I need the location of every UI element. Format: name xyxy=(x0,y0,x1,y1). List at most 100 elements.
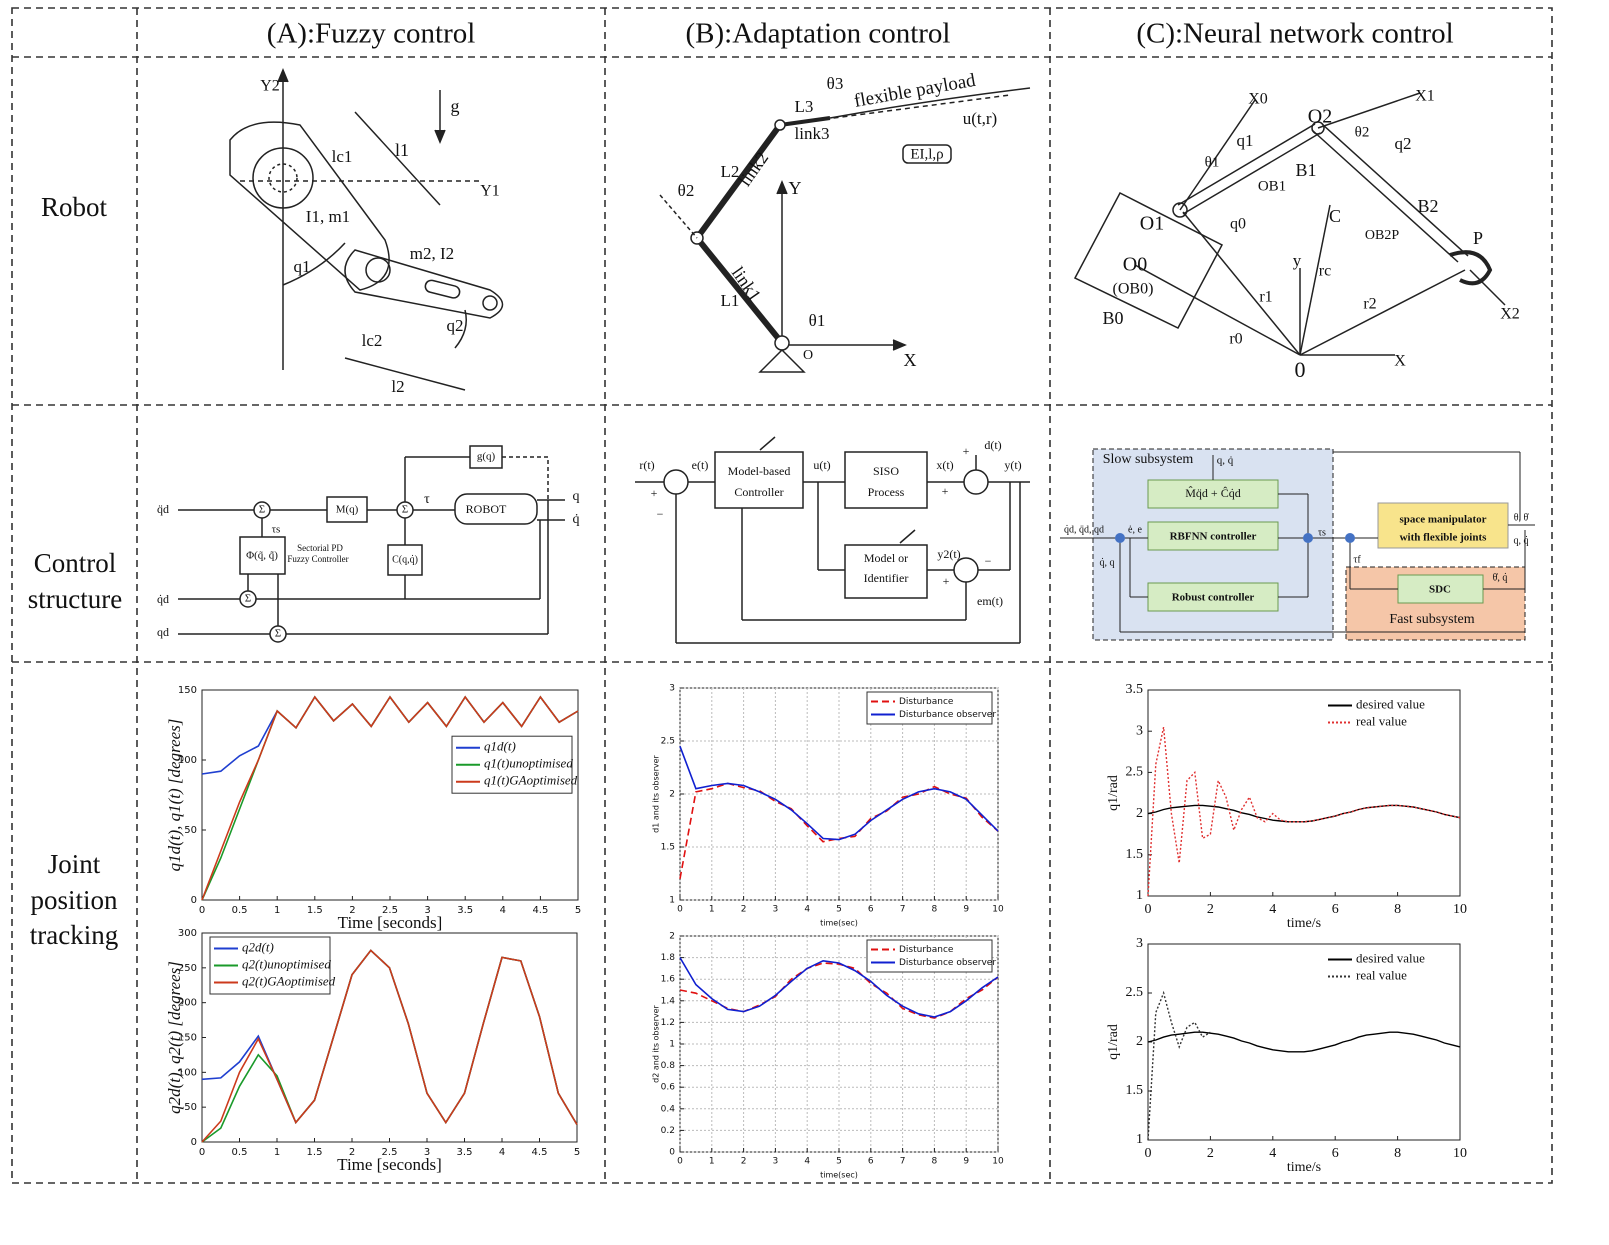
diagram-label: I1, m1 xyxy=(306,207,350,226)
y-tick-label: 3.5 xyxy=(1126,682,1144,697)
diagram-label: B1 xyxy=(1295,160,1316,180)
legend-entry: q1d(t) xyxy=(484,739,516,754)
diagram-label: θ3 xyxy=(827,74,844,93)
diagram-label: q1 xyxy=(294,257,311,276)
y-axis-label: d1 and its observer xyxy=(652,754,661,832)
x-tick-label: 1 xyxy=(709,1157,715,1167)
row-label: Control xyxy=(34,548,117,578)
column-header: (B):Adaptation control xyxy=(686,18,951,50)
diagram-label: x(t) xyxy=(936,458,953,472)
row-label: tracking xyxy=(30,920,118,950)
y-tick-label: 250 xyxy=(178,963,197,974)
x-tick-label: 5 xyxy=(575,905,581,916)
diagram-label: Controller xyxy=(734,485,783,499)
diagram-label: m2, I2 xyxy=(410,244,454,263)
legend-entry: desired value xyxy=(1356,696,1425,711)
diagram-label: M(q) xyxy=(336,504,359,516)
x-tick-label: 4 xyxy=(500,905,506,916)
diagram-label: link3 xyxy=(795,124,830,143)
x-tick-label: 9 xyxy=(963,905,969,915)
series-line xyxy=(201,949,578,1143)
diagram-label: q̇d xyxy=(157,592,169,606)
diagram-label: g xyxy=(451,96,460,116)
y-tick-label: 2.5 xyxy=(1126,985,1144,1000)
x-tick-label: 0.5 xyxy=(232,1147,248,1158)
table-grid xyxy=(11,7,1553,1184)
legend-entry: Disturbance xyxy=(899,945,954,955)
y-tick-label: 150 xyxy=(178,1033,197,1044)
diagram-label: 0 xyxy=(1295,357,1306,382)
x-tick-label: 4 xyxy=(1269,902,1276,917)
series-line xyxy=(679,957,999,1018)
x-tick-label: 7 xyxy=(900,905,906,915)
x-tick-label: 9 xyxy=(963,1157,969,1167)
diagram-label: Σ xyxy=(245,593,251,605)
diagram-label: y xyxy=(1293,251,1302,270)
diagram-label: + xyxy=(943,574,950,588)
x-tick-label: 1 xyxy=(274,905,280,916)
control-b-drawing xyxy=(635,436,1030,644)
y-tick-label: 2 xyxy=(1136,1034,1143,1049)
diagram-label: θ̇, q̇ xyxy=(1493,572,1508,583)
diagram-label: OB1 xyxy=(1258,178,1286,194)
series-line xyxy=(679,746,999,841)
x-tick-label: 4 xyxy=(499,1147,505,1158)
diagram-label: q1 xyxy=(1237,131,1254,150)
diagram-label: Σ xyxy=(402,504,408,516)
legend-entry: q1(t)unoptimised xyxy=(484,756,573,771)
y-axis-label: d2 and its observer xyxy=(652,1004,661,1082)
y-tick-label: 1 xyxy=(669,1040,675,1050)
diagram-label: l2 xyxy=(391,377,404,396)
legend-entry: q1(t)GAoptimised xyxy=(484,773,578,788)
y-axis-label: q1/rad xyxy=(1106,775,1121,811)
x-tick-label: 8 xyxy=(932,1157,938,1167)
y-tick-label: 1 xyxy=(669,896,675,906)
y-tick-label: 1 xyxy=(1136,888,1143,903)
diagram-label: y(t) xyxy=(1004,458,1021,472)
diagram-label: e(t) xyxy=(692,458,709,472)
chart: 0 2 4 6 8 10 1 1.5 2 2.5 3 time/s q1/rad desired valu… xyxy=(1106,936,1467,1175)
diagram-label: l1 xyxy=(395,140,409,160)
diagram-label: Φ(q̃, q̃̇) xyxy=(246,550,278,562)
plot-frame xyxy=(201,689,579,901)
series-line xyxy=(1147,990,1211,1141)
legend-entry: Disturbance xyxy=(899,697,954,707)
diagram-label: Sectorial PD xyxy=(297,543,343,553)
diagram-label: EI,l,ρ xyxy=(910,146,943,162)
robot-a-drawing xyxy=(229,68,504,391)
x-tick-label: 2.5 xyxy=(382,1147,398,1158)
y-axis-label: q2d(t), q2(t) [degrees] xyxy=(165,961,184,1114)
x-tick-label: 2 xyxy=(741,905,747,915)
x-tick-label: 7 xyxy=(900,1157,906,1167)
diagram-label: q̈d xyxy=(157,502,169,516)
y-tick-label: 1.6 xyxy=(661,975,676,985)
legend-box xyxy=(866,939,993,973)
diagram-label: SDC xyxy=(1429,584,1451,596)
column-header: (C):Neural network control xyxy=(1136,18,1453,50)
diagram-label: τs xyxy=(1318,527,1326,538)
x-tick-label: 0 xyxy=(1145,1146,1152,1161)
diagram-label: ROBOT xyxy=(466,502,507,516)
x-tick-label: 0 xyxy=(199,905,205,916)
diagram-label: M̂q̈d + Ĉq̇d xyxy=(1185,485,1240,499)
x-axis-label: Time [seconds] xyxy=(338,913,443,932)
diagram-label: C(q,q̇) xyxy=(392,554,418,565)
y-tick-label: 2.5 xyxy=(1126,765,1144,780)
x-axis-label: time/s xyxy=(1287,916,1321,931)
diagram-label: q2 xyxy=(1395,134,1412,153)
y-tick-label: 0 xyxy=(191,895,197,906)
diagram-label: X1 xyxy=(1415,88,1435,105)
x-axis-label: Time [seconds] xyxy=(337,1155,442,1174)
x-tick-label: 4.5 xyxy=(532,1147,548,1158)
x-tick-label: 2 xyxy=(1207,902,1214,917)
series-line xyxy=(201,695,579,901)
diagram-label: q, q̇ xyxy=(1514,535,1529,546)
y-axis-label: q1/rad xyxy=(1106,1024,1121,1060)
diagram-label: Y2 xyxy=(260,78,280,95)
x-tick-label: 3.5 xyxy=(457,905,473,916)
x-tick-label: 2 xyxy=(741,1157,747,1167)
diagram-label: Y1 xyxy=(480,183,500,200)
y-tick-label: 200 xyxy=(178,998,197,1009)
legend-entry: desired value xyxy=(1356,950,1425,965)
